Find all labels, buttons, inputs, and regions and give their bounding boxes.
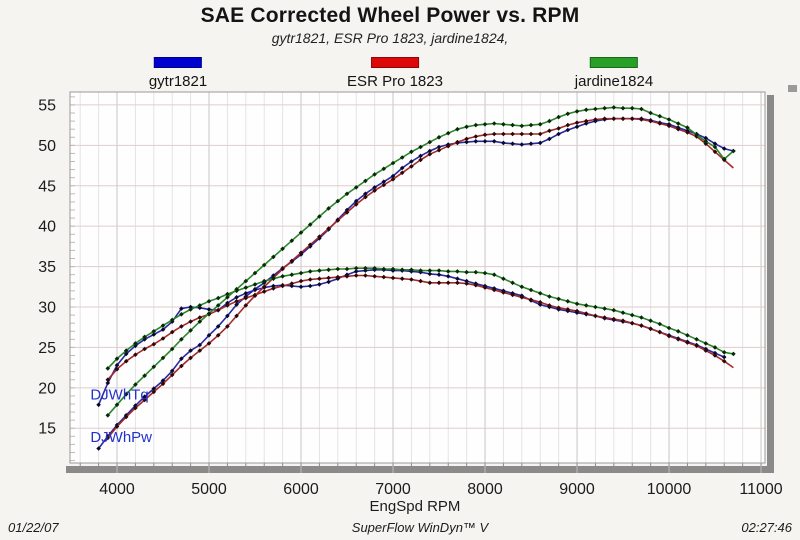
run-time: 02:27:46 [741, 520, 792, 535]
x-tick-label: 10000 [647, 481, 692, 498]
y-tick-label: 55 [38, 97, 56, 114]
x-tick-label: 11000 [739, 481, 782, 498]
y-tick-label: 45 [38, 178, 56, 195]
legend-label: ESR Pro 1823 [347, 73, 443, 90]
software-name: SuperFlow WinDyn™ V [351, 520, 489, 535]
y-tick-label: 20 [38, 380, 56, 397]
chart-title: SAE Corrected Wheel Power vs. RPM [200, 4, 580, 27]
channel-label-DJWhPw: DJWhPw [90, 429, 152, 446]
plot-border [69, 91, 766, 464]
y-tick-label: 40 [38, 219, 56, 236]
x-tick-label: 4000 [99, 481, 135, 498]
vertical-scrollbar[interactable] [767, 95, 774, 473]
channel-label-DJWhTq: DJWhTq [90, 386, 148, 403]
legend-item-jardine1824: jardine1824 [575, 57, 653, 90]
y-tick-label: 15 [38, 421, 56, 438]
run-date: 01/22/07 [8, 520, 59, 535]
scroll-corner [788, 85, 797, 92]
legend-item-esr-pro-1823: ESR Pro 1823 [347, 57, 443, 90]
x-tick-label: 5000 [191, 481, 227, 498]
y-tick-label: 50 [38, 138, 56, 155]
x-tick-label: 9000 [559, 481, 595, 498]
legend-swatch-blue [154, 57, 202, 68]
dyno-chart: 15 20 25 30 35 40 45 50 55 4000 5000 6000 7000 8000 90… [38, 85, 797, 515]
legend-swatch-green [590, 57, 638, 68]
y-tick-label: 35 [38, 259, 56, 276]
x-tick-label: 7000 [375, 481, 411, 498]
chart-subtitle: gytr1821, ESR Pro 1823, jardine1824, [271, 30, 509, 46]
legend-item-gytr1821: gytr1821 [149, 57, 207, 90]
x-tick-label: 8000 [467, 481, 503, 498]
legend-label: jardine1824 [574, 73, 654, 90]
plot-area [70, 92, 765, 463]
x-tick-label: 6000 [283, 481, 319, 498]
legend-label: gytr1821 [148, 73, 208, 90]
horizontal-scrollbar[interactable] [66, 466, 774, 473]
y-tick-label: 30 [38, 300, 56, 317]
x-axis-title: EngSpd RPM [370, 498, 461, 515]
legend-swatch-red [370, 57, 419, 68]
y-tick-label: 25 [38, 340, 56, 357]
